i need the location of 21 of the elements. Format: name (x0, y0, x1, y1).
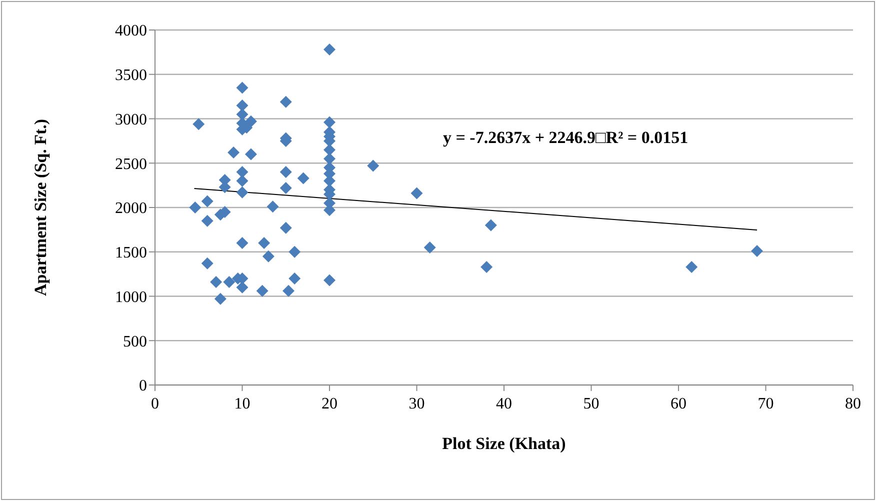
x-tick-label: 40 (496, 395, 512, 412)
y-tick-label: 500 (123, 333, 147, 350)
y-tick-label: 2000 (115, 200, 147, 218)
annotation: y = -7.2637x + 2246.9□R² = 0.0151 (443, 128, 688, 148)
y-tick-label: 1000 (115, 288, 147, 306)
x-tick-label: 20 (322, 395, 338, 412)
y-axis-title: Apartment Size (Sq. Ft.) (31, 118, 50, 296)
x-tick-label: 60 (670, 395, 686, 412)
x-tick-label: 80 (845, 395, 861, 412)
y-tick-label: 0 (139, 378, 147, 395)
y-tick-label: 4000 (115, 22, 147, 40)
x-tick-label: 50 (583, 395, 600, 412)
x-tick-label: 70 (758, 395, 774, 412)
y-tick-label: 3000 (115, 111, 147, 128)
x-tick-label: 30 (408, 395, 425, 412)
x-axis-title: Plot Size (Khata) (442, 434, 566, 454)
y-tick-label: 1500 (115, 244, 147, 262)
x-tick-label: 0 (151, 395, 159, 412)
y-tick-label: 3500 (115, 67, 147, 84)
y-tick-label: 2500 (115, 156, 147, 173)
x-tick-label: 10 (234, 395, 250, 412)
